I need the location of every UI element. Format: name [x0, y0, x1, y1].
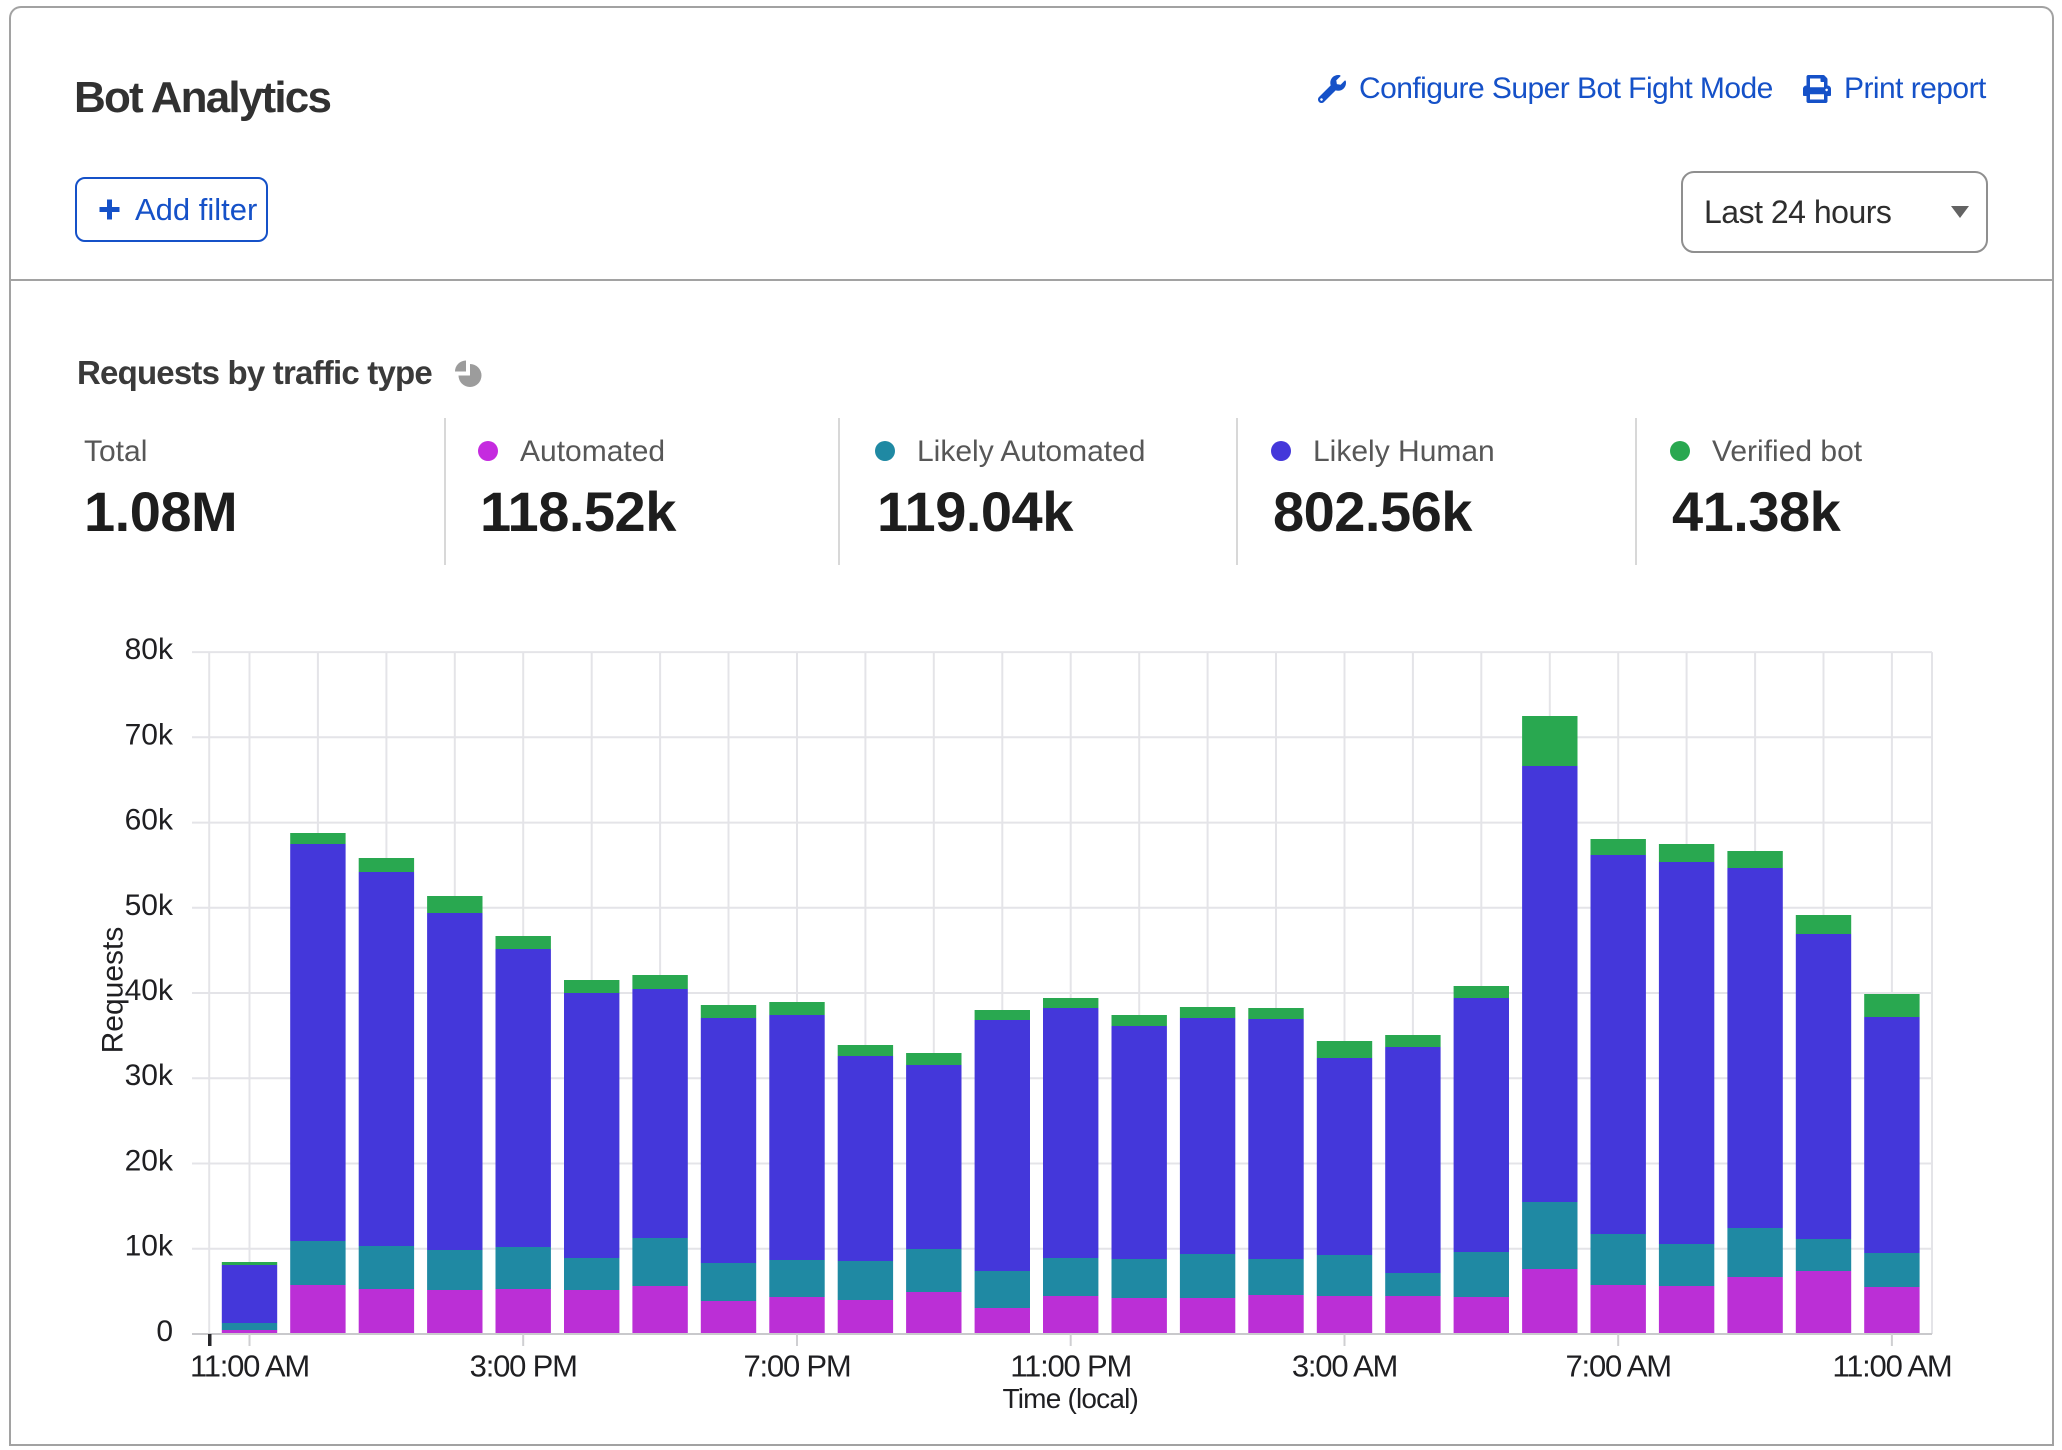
svg-text:30k: 30k	[125, 1059, 174, 1092]
svg-text:11:00 AM: 11:00 AM	[190, 1349, 309, 1384]
svg-text:7:00 AM: 7:00 AM	[1566, 1349, 1671, 1384]
svg-text:0: 0	[156, 1315, 173, 1348]
svg-text:11:00 AM: 11:00 AM	[1832, 1349, 1951, 1384]
svg-text:80k: 80k	[125, 633, 174, 666]
svg-text:3:00 PM: 3:00 PM	[470, 1349, 577, 1384]
svg-text:10k: 10k	[125, 1230, 174, 1263]
svg-text:50k: 50k	[125, 889, 174, 922]
svg-text:70k: 70k	[125, 718, 174, 751]
svg-text:7:00 PM: 7:00 PM	[743, 1349, 850, 1384]
svg-text:60k: 60k	[125, 804, 174, 837]
svg-text:3:00 AM: 3:00 AM	[1292, 1349, 1397, 1384]
svg-text:11:00 PM: 11:00 PM	[1010, 1349, 1131, 1384]
svg-text:20k: 20k	[125, 1145, 174, 1178]
svg-text:Requests: Requests	[97, 927, 130, 1054]
svg-text:Time (local): Time (local)	[1002, 1383, 1138, 1414]
svg-text:40k: 40k	[125, 974, 174, 1007]
